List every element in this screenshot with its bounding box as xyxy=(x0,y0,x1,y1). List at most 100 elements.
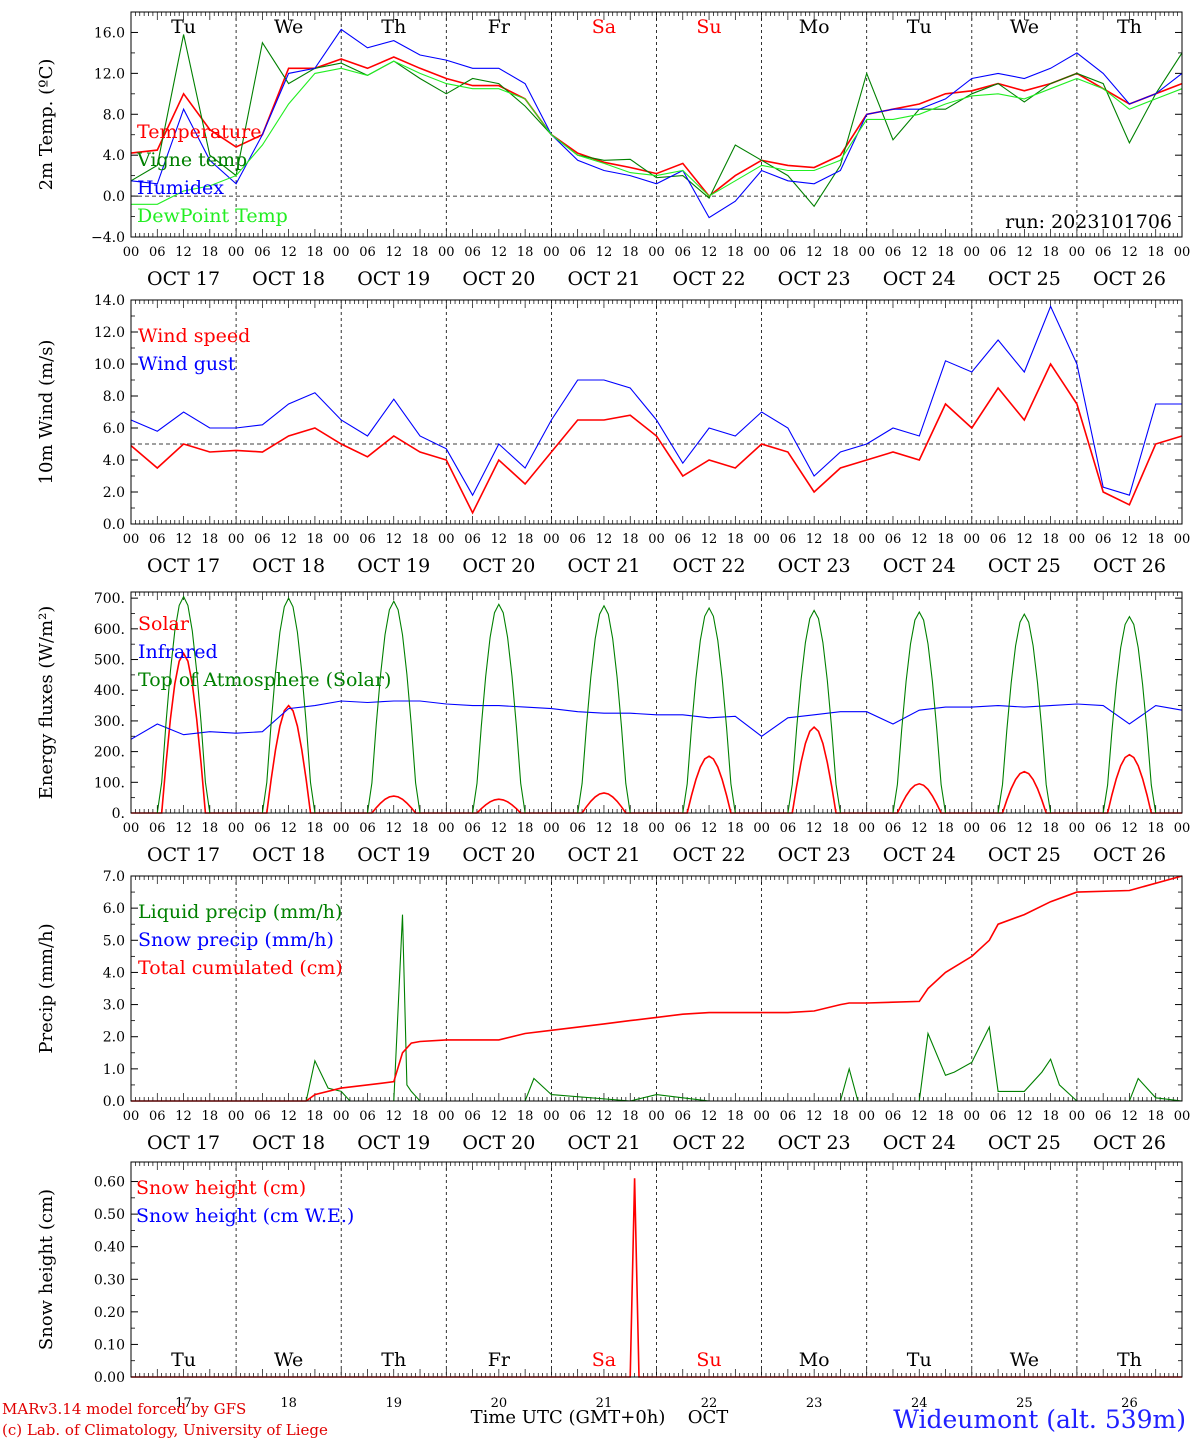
x-hour-label: 06 xyxy=(1095,821,1112,836)
x-hour-label: 00 xyxy=(753,821,770,836)
x-hour-label: 12 xyxy=(280,245,297,260)
x-date-label: OCT 24 xyxy=(883,1132,956,1154)
x-hour-label: 18 xyxy=(622,245,639,260)
x-hour-label: 18 xyxy=(622,821,639,836)
x-hour-label: 18 xyxy=(832,821,849,836)
x-hour-label: 18 xyxy=(622,1109,639,1124)
x-hour-label: 12 xyxy=(1121,1109,1138,1124)
y-tick-label: 10.0 xyxy=(94,357,125,373)
x-hour-label: 12 xyxy=(280,532,297,547)
y-tick-label: 8.0 xyxy=(103,107,125,123)
x-hour-label: 00 xyxy=(648,245,665,260)
x-date-label: OCT 26 xyxy=(1093,268,1166,290)
x-hour-label: 12 xyxy=(911,532,928,547)
x-hour-label: 00 xyxy=(648,1109,665,1124)
x-hour-label: 06 xyxy=(885,821,902,836)
x-hour-label: 18 xyxy=(622,532,639,547)
x-date-label: OCT 18 xyxy=(252,844,325,866)
x-hour-label: 00 xyxy=(228,245,245,260)
series-line-temperature xyxy=(130,56,1183,198)
y-tick-label: 2.0 xyxy=(103,485,125,501)
y-axis-title: Precip (mm/h) xyxy=(36,923,57,1053)
x-hour-label: 18 xyxy=(202,821,219,836)
weekday-label: We xyxy=(1010,16,1039,38)
y-tick-label: 0.30 xyxy=(94,1272,125,1288)
x-day-number: 24 xyxy=(911,1396,928,1411)
x-date-label: OCT 18 xyxy=(252,1132,325,1154)
x-date-label: OCT 24 xyxy=(883,555,956,577)
x-date-label: OCT 18 xyxy=(252,555,325,577)
x-hour-label: 06 xyxy=(990,532,1007,547)
x-hour-label: 00 xyxy=(543,1109,560,1124)
x-hour-label: 12 xyxy=(385,821,402,836)
y-tick-label: 0.50 xyxy=(94,1207,125,1223)
x-date-label: OCT 19 xyxy=(357,555,430,577)
y-tick-label: 12.0 xyxy=(94,325,125,341)
x-hour-label: 18 xyxy=(517,245,534,260)
x-hour-label: 06 xyxy=(1095,1109,1112,1124)
x-date-label: OCT 26 xyxy=(1093,1132,1166,1154)
x-hour-label: 00 xyxy=(123,532,140,547)
x-hour-label: 00 xyxy=(964,821,981,836)
x-hour-label: 00 xyxy=(543,245,560,260)
x-hour-label: 18 xyxy=(412,532,429,547)
x-date-label: OCT 25 xyxy=(988,1132,1061,1154)
legend-entry: Infrared xyxy=(138,641,218,663)
x-date-label: OCT 25 xyxy=(988,844,1061,866)
x-hour-label: 12 xyxy=(911,821,928,836)
y-tick-label: 5.0 xyxy=(103,933,125,949)
x-hour-label: 18 xyxy=(1042,1109,1059,1124)
weekday-label: Mo xyxy=(799,1349,830,1371)
x-hour-label: 06 xyxy=(780,245,797,260)
x-hour-label: 06 xyxy=(569,245,586,260)
legend-entry: Total cumulated (cm) xyxy=(138,957,343,979)
x-hour-label: 12 xyxy=(385,245,402,260)
legend-entry: Top of Atmosphere (Solar) xyxy=(138,669,391,691)
x-hour-label: 00 xyxy=(964,1109,981,1124)
x-hour-label: 18 xyxy=(937,821,954,836)
weekday-label: Tu xyxy=(171,1349,196,1371)
y-tick-label: −4.0 xyxy=(91,230,125,246)
x-hour-label: 12 xyxy=(385,532,402,547)
x-hour-label: 18 xyxy=(202,532,219,547)
y-axis-title: Energy fluxes (W/m²) xyxy=(36,606,57,800)
panel-precip: 0.0 1.0 2.0 3.0 4.0 5.0 6.0 7.0 Precip (mm/h) 00 0… xyxy=(36,869,1190,1154)
x-hour-label: 00 xyxy=(1069,1109,1086,1124)
x-date-label: OCT 20 xyxy=(462,555,535,577)
x-hour-label: 12 xyxy=(491,821,508,836)
x-hour-label: 00 xyxy=(1174,1109,1191,1124)
x-hour-label: 06 xyxy=(569,1109,586,1124)
y-tick-label: 0.00 xyxy=(94,1370,125,1386)
time-axis-title: Time UTC (GMT+0h) xyxy=(471,1407,666,1428)
x-hour-label: 06 xyxy=(675,1109,692,1124)
y-tick-label: 0.60 xyxy=(94,1175,125,1191)
weekday-label: Tu xyxy=(171,16,196,38)
x-hour-label: 00 xyxy=(438,1109,455,1124)
lab-credit: (c) Lab. of Climatology, University of L… xyxy=(2,1421,328,1439)
x-hour-label: 06 xyxy=(359,1109,376,1124)
x-hour-label: 00 xyxy=(648,821,665,836)
legend-entry: Temperature xyxy=(137,121,261,143)
x-hour-label: 12 xyxy=(280,1109,297,1124)
x-day-number: 22 xyxy=(701,1396,718,1411)
x-hour-label: 06 xyxy=(359,821,376,836)
legend-entry: Vigne temp xyxy=(136,149,247,171)
x-hour-label: 06 xyxy=(780,821,797,836)
y-tick-label: 1.0 xyxy=(103,1062,125,1078)
x-date-label: OCT 19 xyxy=(357,844,430,866)
y-tick-label: 0.40 xyxy=(94,1240,125,1256)
series-line-humidex xyxy=(130,28,1183,219)
x-hour-label: 00 xyxy=(123,1109,140,1124)
x-hour-label: 12 xyxy=(1121,245,1138,260)
x-hour-label: 06 xyxy=(780,532,797,547)
x-hour-label: 00 xyxy=(1174,821,1191,836)
plot-frame xyxy=(130,11,1183,238)
x-date-label: OCT 22 xyxy=(673,844,746,866)
x-hour-label: 18 xyxy=(937,532,954,547)
x-hour-label: 06 xyxy=(885,245,902,260)
y-tick-label: 4.0 xyxy=(103,148,125,164)
x-day-number: 25 xyxy=(1016,1396,1033,1411)
x-date-label: OCT 21 xyxy=(567,268,640,290)
x-hour-label: 18 xyxy=(307,532,324,547)
model-credit: MARv3.14 model forced by GFS xyxy=(2,1400,246,1418)
